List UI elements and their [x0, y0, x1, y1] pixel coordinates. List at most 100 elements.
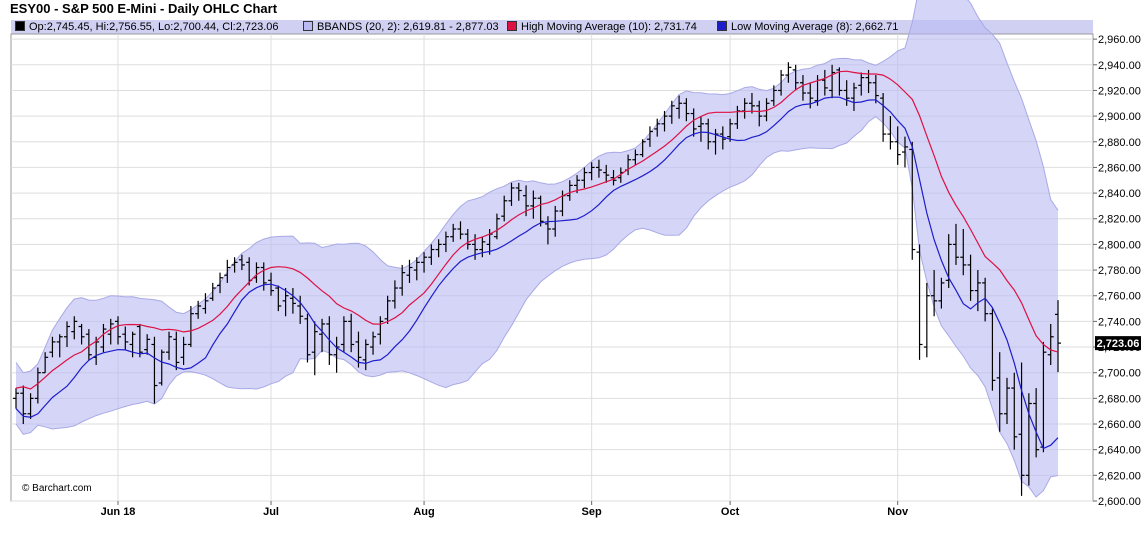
ohlc-bar — [515, 182, 522, 201]
x-tick-label: Jul — [263, 506, 279, 518]
ohlc-bar — [348, 313, 355, 353]
y-tick-label: 2,860.00 — [1098, 162, 1141, 174]
ohlc-bar — [107, 318, 114, 345]
ohlc-bar — [297, 295, 304, 324]
ohlc-bar — [20, 385, 27, 425]
ohlc-bar — [166, 331, 173, 360]
y-tick-label: 2,760.00 — [1098, 291, 1141, 303]
ohlc-bar — [136, 323, 143, 358]
ohlc-bar — [406, 259, 413, 283]
ohlc-bar — [501, 195, 508, 222]
y-tick-label: 2,600.00 — [1098, 496, 1141, 508]
ohlc-bar — [683, 98, 690, 122]
ohlc-bar — [217, 272, 224, 294]
ohlc-bar — [945, 234, 952, 289]
ohlc-bar — [195, 300, 202, 319]
y-tick-label: 2,680.00 — [1098, 393, 1141, 405]
y-tick-label: 2,940.00 — [1098, 60, 1141, 72]
ohlc-bar — [719, 126, 726, 150]
ohlc-bar — [829, 64, 836, 99]
y-tick-label: 2,960.00 — [1098, 34, 1141, 46]
ohlc-bar — [960, 229, 967, 276]
ohlc-bar — [938, 277, 945, 309]
ohlc-bar — [770, 85, 777, 106]
ohlc-bar — [952, 223, 959, 265]
ohlc-bar — [304, 313, 311, 363]
ohlc-bar — [697, 116, 704, 142]
ohlc-bar — [49, 336, 56, 358]
x-tick-label: Oct — [721, 506, 740, 518]
ohlc-bar — [231, 257, 238, 273]
legend-bbands: BBANDS (20, 2): 2,619.81 - 2,877.03 — [303, 21, 499, 33]
ohlc-bar — [479, 236, 486, 258]
x-tick-label: Aug — [413, 506, 434, 518]
ohlc-bar — [799, 75, 806, 101]
bbands-upper-line — [15, 0, 1059, 374]
watermark: © Barchart.com — [22, 483, 92, 494]
ohlc-bar — [428, 244, 435, 265]
y-tick-label: 2,880.00 — [1098, 137, 1141, 149]
y-tick-label: 2,840.00 — [1098, 188, 1141, 200]
ohlc-bar — [989, 308, 996, 391]
bbands-swatch-icon — [303, 21, 313, 31]
x-tick-label: Jun 18 — [101, 506, 136, 518]
ohlc-bar — [872, 75, 879, 104]
ohlc-bar — [566, 180, 573, 201]
y-tick-label: 2,620.00 — [1098, 470, 1141, 482]
y-tick-label: 2,640.00 — [1098, 445, 1141, 457]
ohlc-swatch-icon — [15, 21, 25, 31]
ohlc-bar — [756, 100, 763, 127]
ohlc-bar — [144, 334, 151, 355]
ohlc-bar — [632, 149, 639, 165]
low-ma-line — [15, 96, 1059, 450]
ohlc-bar — [384, 295, 391, 324]
legend-high-ma: High Moving Average (10): 2,731.74 — [507, 21, 697, 33]
ohlc-bar — [275, 285, 282, 312]
ohlc-bar — [887, 116, 894, 150]
ohlc-bar — [727, 118, 734, 142]
ohlc-bar — [581, 167, 588, 188]
ohlc-bar — [974, 270, 981, 312]
ohlc-bar — [115, 316, 122, 345]
ohlc-bar — [100, 323, 107, 353]
ohlc-bar — [1003, 377, 1010, 425]
ohlc-bar — [639, 139, 646, 158]
ohlc-bar — [646, 126, 653, 147]
ohlc-bar — [1033, 388, 1040, 458]
ohlc-bar — [435, 239, 442, 258]
legend-low-ma: Low Moving Average (8): 2,662.71 — [717, 21, 898, 33]
ohlc-bar — [187, 305, 194, 348]
ohlc-bar — [705, 118, 712, 150]
ohlc-bar — [537, 195, 544, 227]
ohlc-bar — [202, 293, 209, 314]
ohlc-bar — [916, 244, 923, 360]
x-tick-label: Sep — [582, 506, 602, 518]
y-tick-label: 2,700.00 — [1098, 368, 1141, 380]
ohlc-bar — [931, 270, 938, 317]
ohlc-bar — [654, 118, 661, 137]
ohlc-bar — [603, 164, 610, 183]
y-tick-label: 2,920.00 — [1098, 85, 1141, 97]
ohlc-bar — [668, 100, 675, 124]
ohlc-bar — [333, 336, 340, 373]
ohlc-bar — [78, 323, 85, 345]
x-tick-label: Nov — [887, 506, 909, 518]
ohlc-bar — [588, 162, 595, 181]
ohlc-bar — [370, 331, 377, 355]
ohlc-bar — [260, 262, 267, 291]
ohlc-bar — [792, 64, 799, 91]
ohlc-bar — [493, 213, 500, 240]
ohlc-bar — [690, 108, 697, 137]
ohlc-bar — [858, 72, 865, 96]
ohlc-bar — [289, 288, 296, 314]
ohlc-bar — [13, 388, 19, 409]
ohlc-bar — [377, 316, 384, 345]
legend-low-ma-text: Low Moving Average (8): 2,662.71 — [731, 21, 899, 33]
ohlc-bar — [923, 282, 930, 358]
ohlc-bar — [27, 393, 34, 419]
ohlc-bar — [1047, 323, 1054, 366]
high-ma-line — [15, 70, 1059, 390]
ohlc-bar — [894, 126, 901, 165]
ohlc-bar — [457, 221, 464, 240]
